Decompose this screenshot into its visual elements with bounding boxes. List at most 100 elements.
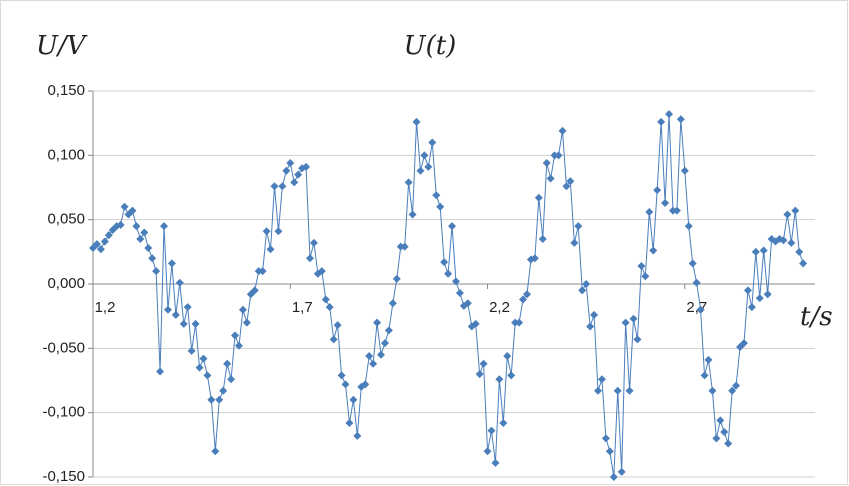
data-point — [219, 386, 228, 395]
data-point — [171, 310, 180, 319]
data-point — [128, 206, 137, 215]
data-point — [432, 191, 441, 200]
y-axis-label: U/V — [36, 31, 88, 61]
data-point — [507, 371, 516, 380]
data-point — [530, 254, 539, 263]
data-point — [522, 290, 531, 299]
data-point — [657, 117, 666, 126]
data-point — [728, 386, 737, 395]
data-point — [621, 318, 630, 327]
x-tick-label: 1,2 — [95, 299, 116, 316]
data-point — [440, 258, 449, 267]
data-point — [479, 359, 488, 368]
data-point — [377, 350, 386, 359]
data-point — [345, 418, 354, 427]
x-tick-label: 2,2 — [489, 299, 510, 316]
data-point — [242, 318, 251, 327]
data-point — [286, 159, 295, 168]
data-point — [582, 280, 591, 288]
data-point — [578, 286, 587, 295]
data-point — [444, 269, 453, 278]
chart-title: U(t) — [404, 31, 457, 61]
data-point — [716, 416, 725, 425]
data-point — [538, 234, 547, 243]
data-point — [163, 305, 172, 314]
data-point — [361, 380, 370, 389]
data-point — [167, 259, 176, 268]
data-point — [428, 138, 437, 147]
y-tick-label: -0,100 — [42, 404, 85, 421]
data-point — [416, 166, 425, 175]
data-point — [692, 278, 701, 287]
data-point — [684, 222, 693, 231]
data-point — [329, 335, 338, 344]
data-point — [594, 386, 603, 395]
data-point — [471, 319, 480, 328]
data-point — [566, 177, 575, 186]
data-point — [763, 290, 772, 299]
data-point — [747, 303, 756, 312]
data-point — [211, 447, 220, 456]
y-tick-label: 0,150 — [47, 82, 85, 99]
data-point — [704, 355, 713, 364]
data-point — [562, 182, 571, 191]
data-point — [234, 341, 243, 350]
data-point — [515, 318, 524, 327]
data-point — [92, 240, 101, 249]
data-point — [270, 182, 279, 191]
data-point — [534, 193, 543, 202]
data-point — [597, 375, 606, 384]
data-point — [708, 386, 717, 395]
data-point — [424, 162, 433, 171]
data-point — [617, 467, 626, 476]
data-point — [724, 439, 733, 448]
data-point — [353, 431, 362, 440]
data-point — [179, 319, 188, 328]
data-point — [203, 371, 212, 380]
data-point — [290, 178, 299, 187]
data-point — [645, 207, 654, 216]
data-point — [455, 289, 464, 298]
data-point — [653, 186, 662, 195]
y-tick-label: 0,000 — [47, 275, 85, 292]
data-point — [250, 286, 259, 295]
data-point — [420, 151, 429, 160]
data-point — [463, 299, 472, 308]
data-point — [227, 375, 236, 384]
data-point — [661, 198, 670, 207]
data-point — [408, 210, 417, 219]
data-point — [136, 234, 145, 243]
data-point — [625, 386, 634, 395]
data-point — [305, 254, 314, 263]
data-point — [542, 159, 551, 168]
data-point — [282, 166, 291, 175]
data-point — [696, 305, 705, 314]
data-point — [558, 126, 567, 135]
data-point — [641, 272, 650, 281]
data-point — [732, 381, 741, 390]
x-tick-label: 2,7 — [686, 299, 707, 316]
data-point — [412, 117, 421, 126]
data-point — [672, 206, 681, 215]
data-point — [743, 286, 752, 295]
data-point — [223, 359, 232, 368]
data-point — [475, 370, 484, 379]
data-point — [294, 170, 303, 179]
data-point — [649, 246, 658, 255]
data-point — [605, 447, 614, 456]
data-point — [187, 346, 196, 355]
data-point — [266, 245, 275, 254]
data-point — [400, 242, 409, 251]
data-point — [341, 380, 350, 389]
data-point — [601, 434, 610, 443]
data-point — [365, 352, 374, 361]
data-point — [633, 335, 642, 344]
data-point — [629, 314, 638, 323]
data-point — [755, 294, 764, 303]
data-point — [759, 246, 768, 255]
data-point — [503, 352, 512, 361]
data-point — [302, 162, 311, 171]
data-point — [451, 277, 460, 286]
y-tick-label: -0,050 — [42, 339, 85, 356]
